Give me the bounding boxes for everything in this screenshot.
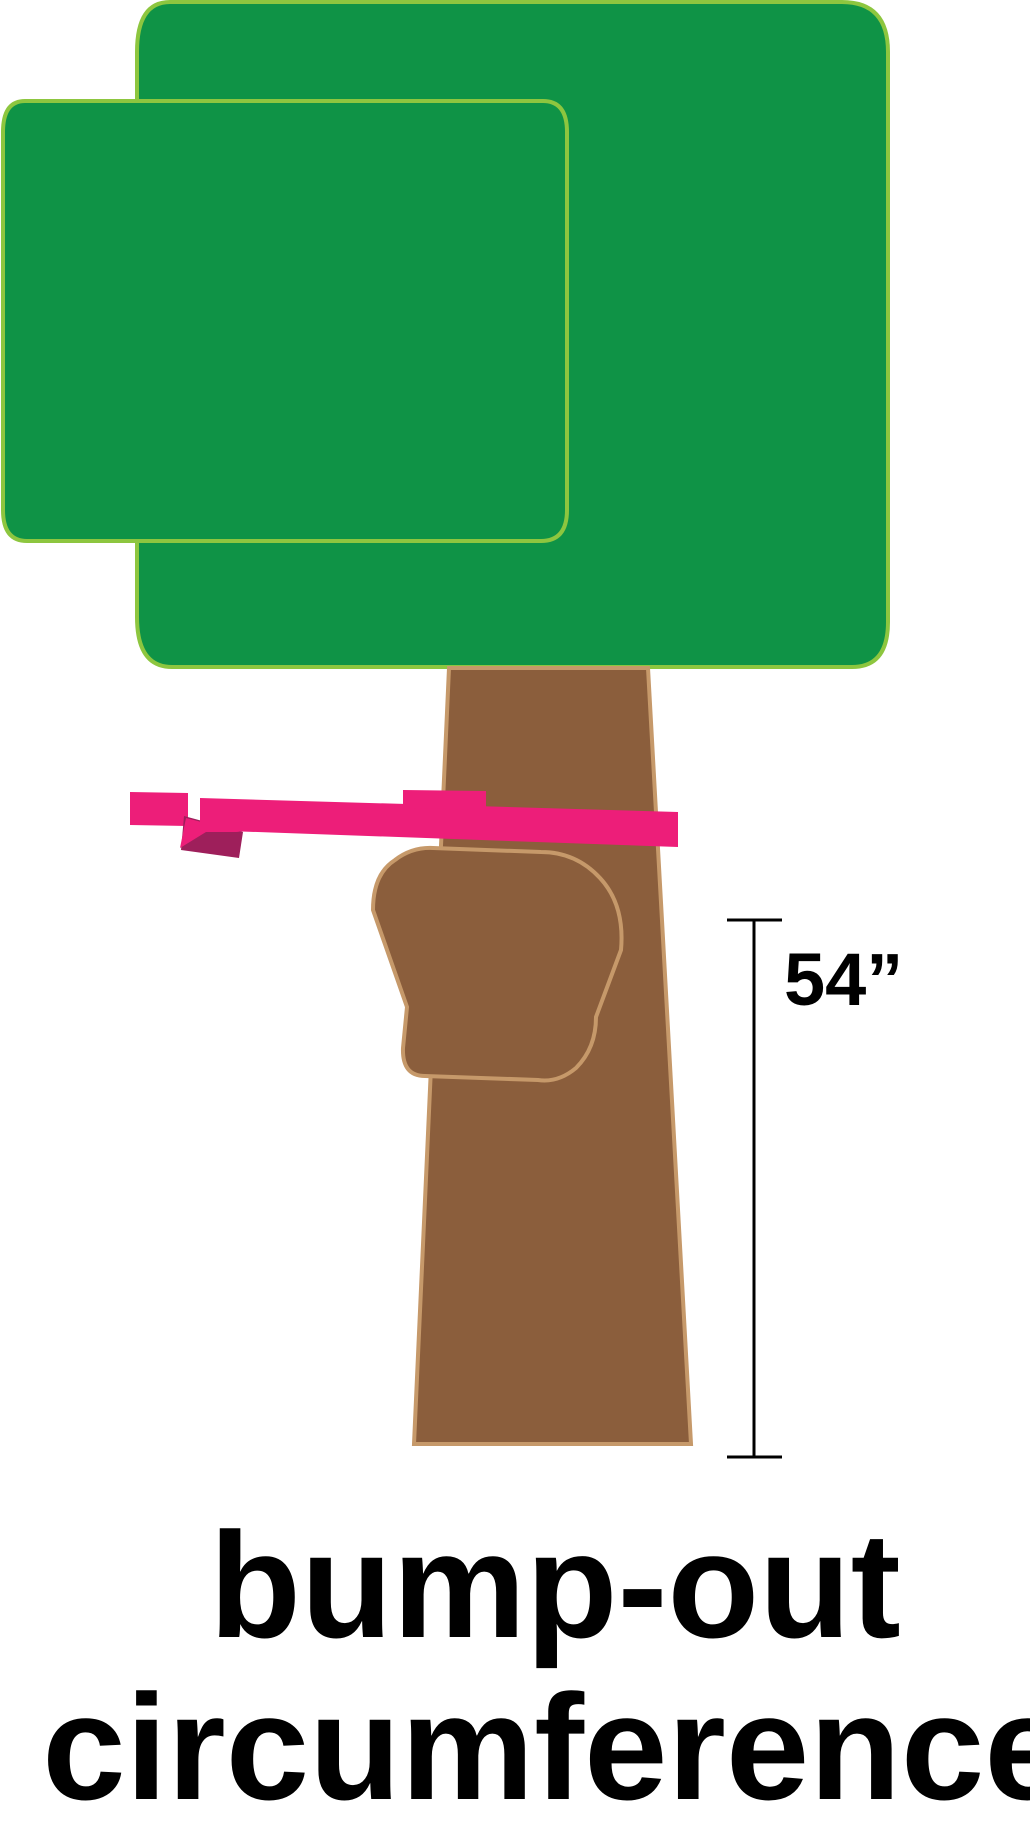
caption-line-1: bump-out	[209, 1501, 901, 1669]
tape-overlap	[403, 790, 486, 810]
height-measure: 54”	[727, 918, 903, 1459]
height-label: 54”	[784, 938, 903, 1021]
trunk-bump-out	[370, 845, 624, 1083]
tape-fold-top	[180, 818, 240, 848]
canopy-front	[0, 99, 569, 543]
measuring-tape	[130, 790, 678, 858]
tape-band	[200, 798, 678, 847]
caption-line-2: circumference	[42, 1663, 1030, 1831]
tape-tail	[130, 792, 188, 826]
